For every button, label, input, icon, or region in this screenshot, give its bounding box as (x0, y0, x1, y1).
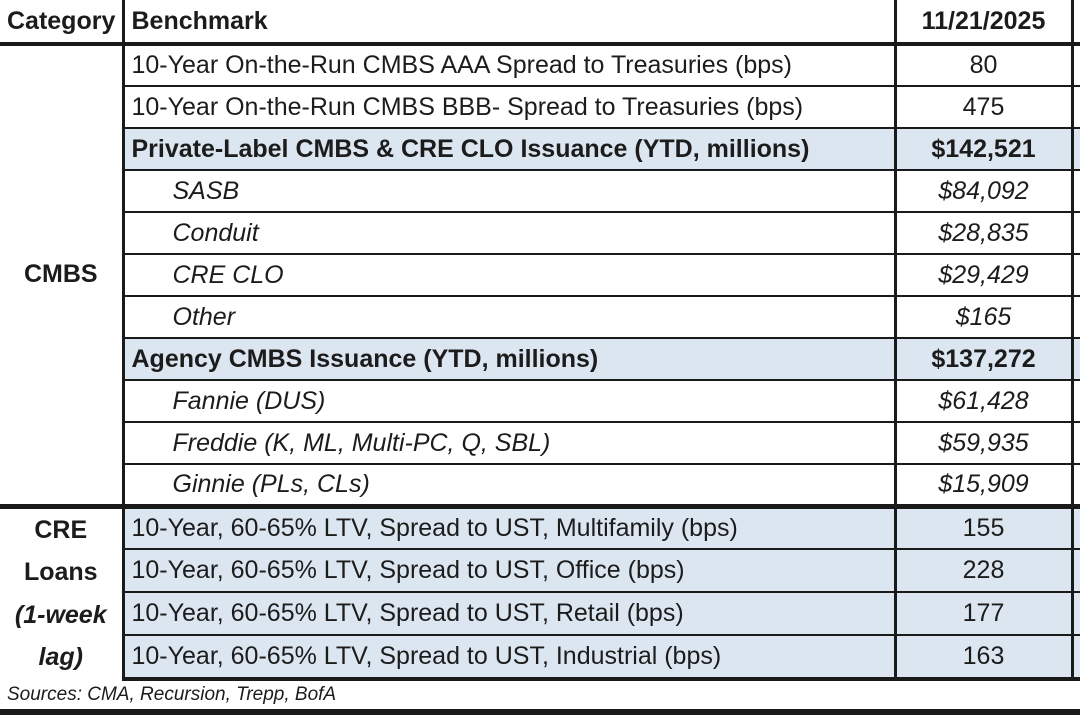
benchmark-cell: Conduit (123, 211, 897, 255)
benchmark-cell: 10-Year, 60-65% LTV, Spread to UST, Reta… (123, 591, 897, 637)
table-row: 10-Year, 60-65% LTV, Spread to UST, Reta… (0, 591, 1080, 637)
benchmark-cell: Other (123, 295, 897, 339)
table-row: 10-Year, 60-65% LTV, Spread to UST, Offi… (0, 548, 1080, 594)
header-row: Category Benchmark 11/21/2025 (0, 0, 1080, 46)
category-line: lag) (38, 643, 83, 671)
value-cell: $15,909 (895, 463, 1074, 507)
cutoff-cell (1072, 634, 1080, 681)
table-row: 10-Year, 60-65% LTV, Spread to UST, Indu… (0, 634, 1080, 681)
value-cell: $84,092 (895, 169, 1074, 213)
cutoff-cell (1072, 169, 1080, 213)
value-cell: 80 (895, 43, 1074, 87)
value-cell: 177 (895, 591, 1074, 637)
table-row: Conduit $28,835 (0, 211, 1080, 255)
benchmark-cell: 10-Year, 60-65% LTV, Spread to UST, Offi… (123, 548, 897, 594)
table-row: CRE CLO $29,429 (0, 253, 1080, 297)
value-cell: $28,835 (895, 211, 1074, 255)
table-row: Freddie (K, ML, Multi-PC, Q, SBL) $59,93… (0, 421, 1080, 465)
value-cell: 475 (895, 85, 1074, 129)
cutoff-cell (1072, 85, 1080, 129)
table-row: Ginnie (PLs, CLs) $15,909 (0, 463, 1080, 507)
value-cell: $165 (895, 295, 1074, 339)
value-cell: 163 (895, 634, 1074, 681)
value-cell: $29,429 (895, 253, 1074, 297)
cutoff-cell (1072, 253, 1080, 297)
cutoff-cell (1072, 379, 1080, 423)
value-cell: $59,935 (895, 421, 1074, 465)
cutoff-column-header (1072, 0, 1080, 46)
benchmark-cell: Agency CMBS Issuance (YTD, millions) (123, 337, 897, 381)
cutoff-cell (1072, 295, 1080, 339)
cutoff-cell (1072, 211, 1080, 255)
table-row: Fannie (DUS) $61,428 (0, 379, 1080, 423)
benchmark-cell: CRE CLO (123, 253, 897, 297)
category-line: Loans (23, 558, 98, 586)
category-line: (1-week (14, 600, 107, 629)
value-cell: 155 (895, 503, 1074, 551)
cutoff-cell (1072, 503, 1080, 551)
benchmark-cell: Fannie (DUS) (123, 379, 897, 423)
table-row: Agency CMBS Issuance (YTD, millions) $13… (0, 337, 1080, 381)
benchmark-cell: 10-Year On-the-Run CMBS AAA Spread to Tr… (123, 43, 897, 87)
benchmark-cell: Freddie (K, ML, Multi-PC, Q, SBL) (123, 421, 897, 465)
table-row: CRE Loans (1-week lag) 10-Year, 60-65% L… (0, 503, 1080, 679)
value-cell: $137,272 (895, 337, 1074, 381)
benchmark-column-header: Benchmark (123, 0, 897, 46)
category-column-header: Category (0, 0, 125, 46)
category-cell-cmbs: CMBS (0, 44, 125, 506)
value-cell: $61,428 (895, 379, 1074, 423)
benchmark-cell: 10-Year, 60-65% LTV, Spread to UST, Mult… (123, 503, 897, 551)
cutoff-cell (1072, 591, 1080, 637)
cutoff-cell (1072, 43, 1080, 87)
table-row: SASB $84,092 (0, 169, 1080, 213)
table-row: 10-Year On-the-Run CMBS BBB- Spread to T… (0, 85, 1080, 129)
category-line: CRE (34, 515, 88, 544)
table-row: Private-Label CMBS & CRE CLO Issuance (Y… (0, 127, 1080, 171)
cutoff-cell (1072, 548, 1080, 594)
cutoff-cell (1072, 463, 1080, 507)
cutoff-cell (1072, 127, 1080, 171)
cutoff-cell (1072, 337, 1080, 381)
benchmark-cell: 10-Year On-the-Run CMBS BBB- Spread to T… (123, 85, 897, 129)
benchmark-cell: Ginnie (PLs, CLs) (123, 463, 897, 507)
benchmark-cell: Private-Label CMBS & CRE CLO Issuance (Y… (123, 127, 897, 171)
table-row: CMBS 10-Year On-the-Run CMBS AAA Spread … (0, 43, 1080, 506)
value-cell: $142,521 (895, 127, 1074, 171)
table-row: Other $165 (0, 295, 1080, 339)
date-column-header: 11/21/2025 (895, 0, 1074, 46)
sources-text: Sources: CMA, Recursion, Trepp, BofA (0, 678, 1080, 715)
value-cell: 228 (895, 548, 1074, 594)
sources-row: Sources: CMA, Recursion, Trepp, BofA (0, 678, 1080, 715)
benchmark-cell: SASB (123, 169, 897, 213)
cutoff-cell (1072, 421, 1080, 465)
category-cell-cre-loans: CRE Loans (1-week lag) (0, 503, 125, 679)
benchmark-cell: 10-Year, 60-65% LTV, Spread to UST, Indu… (123, 634, 897, 681)
